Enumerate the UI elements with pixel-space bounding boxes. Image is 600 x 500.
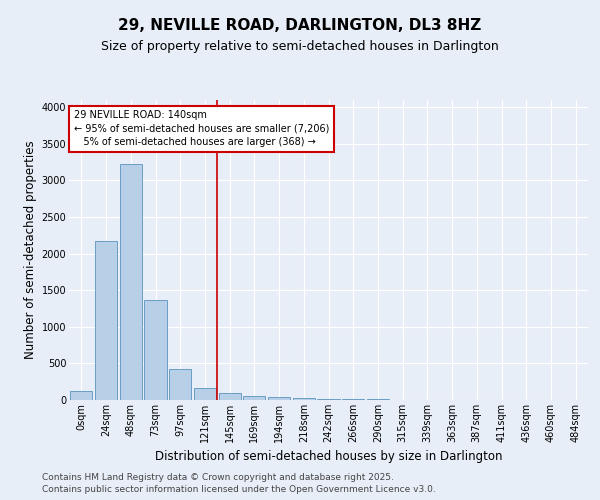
- Bar: [119, 164, 142, 400]
- X-axis label: Distribution of semi-detached houses by size in Darlington: Distribution of semi-detached houses by …: [155, 450, 502, 464]
- Bar: [342, 399, 364, 400]
- Bar: [70, 391, 92, 400]
- Bar: [317, 398, 340, 400]
- Text: Contains public sector information licensed under the Open Government Licence v3: Contains public sector information licen…: [42, 485, 436, 494]
- Bar: [194, 388, 216, 400]
- Bar: [243, 396, 265, 400]
- Text: Contains HM Land Registry data © Crown copyright and database right 2025.: Contains HM Land Registry data © Crown c…: [42, 472, 394, 482]
- Bar: [95, 241, 117, 400]
- Text: Size of property relative to semi-detached houses in Darlington: Size of property relative to semi-detach…: [101, 40, 499, 53]
- Text: 29, NEVILLE ROAD, DARLINGTON, DL3 8HZ: 29, NEVILLE ROAD, DARLINGTON, DL3 8HZ: [118, 18, 482, 32]
- Bar: [268, 396, 290, 400]
- Bar: [218, 393, 241, 400]
- Bar: [169, 370, 191, 400]
- Y-axis label: Number of semi-detached properties: Number of semi-detached properties: [25, 140, 37, 360]
- Text: 29 NEVILLE ROAD: 140sqm
← 95% of semi-detached houses are smaller (7,206)
   5% : 29 NEVILLE ROAD: 140sqm ← 95% of semi-de…: [74, 110, 329, 147]
- Bar: [293, 398, 315, 400]
- Bar: [145, 300, 167, 400]
